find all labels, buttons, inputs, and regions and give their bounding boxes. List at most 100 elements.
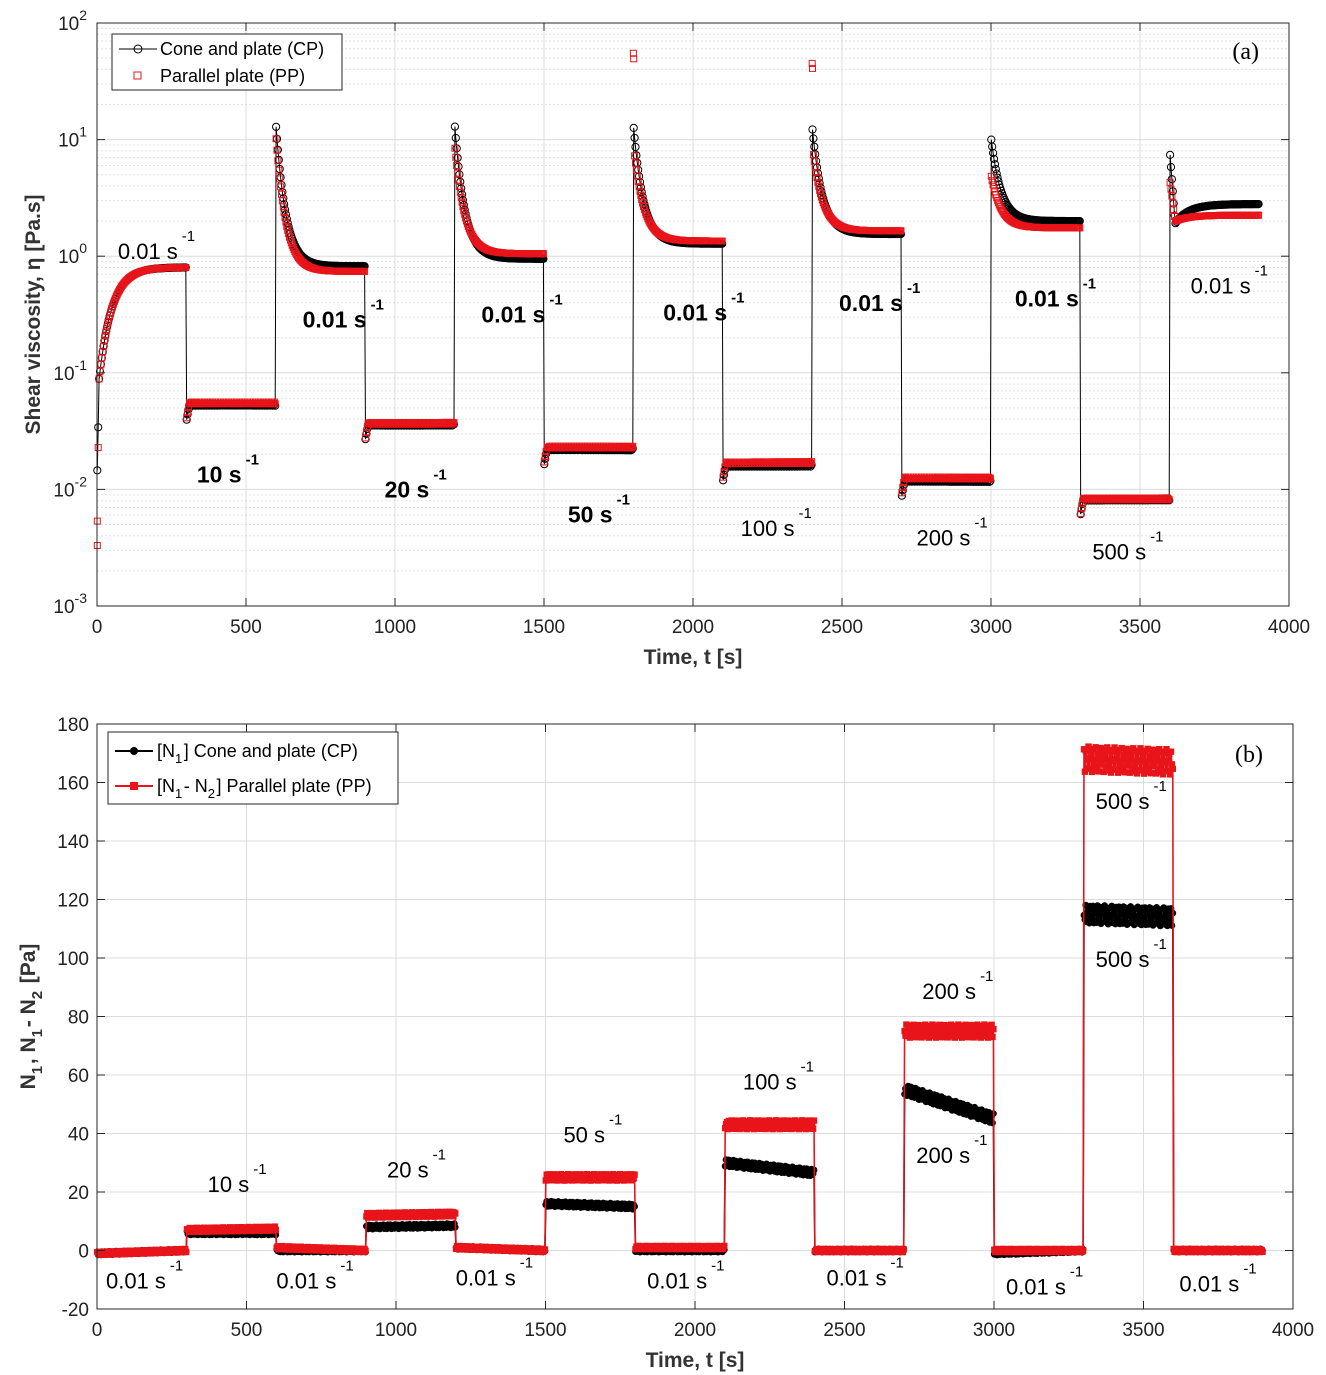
x-tick-label: 1000 xyxy=(374,617,416,638)
data-point xyxy=(634,178,642,186)
tick-base: 10 xyxy=(58,14,79,35)
annotation-exponent: -1 xyxy=(1255,262,1268,279)
y-tick-label: 10-3 xyxy=(53,590,87,618)
data-point xyxy=(283,222,291,230)
annotation-exponent: -1 xyxy=(1150,529,1163,546)
annotation-text: 0.01 s xyxy=(118,239,178,264)
data-point xyxy=(629,123,638,133)
legend-label-pp: Parallel plate (PP) xyxy=(160,66,305,86)
data-point xyxy=(1166,150,1175,159)
data-point xyxy=(541,453,549,460)
data-point xyxy=(809,1125,817,1132)
data-point xyxy=(809,134,818,143)
data-point xyxy=(808,458,816,466)
data-point xyxy=(1163,494,1171,502)
data-point xyxy=(897,491,907,500)
data-point xyxy=(1167,185,1175,193)
annotation-text: 200 s xyxy=(917,526,971,551)
data-point xyxy=(454,169,462,177)
data-point xyxy=(453,162,461,169)
annotation-exponent: -1 xyxy=(617,492,630,509)
tick-exponent: -1 xyxy=(75,357,88,373)
data-point xyxy=(991,165,1000,174)
y-tick-label: 100 xyxy=(58,240,87,268)
data-point xyxy=(812,169,820,177)
data-point xyxy=(809,151,817,159)
data-point xyxy=(1077,510,1085,517)
data-point xyxy=(540,458,548,466)
data-point xyxy=(627,444,635,452)
y-tick-label: 102 xyxy=(58,7,87,35)
legend-label-cp: Cone and plate (CP) xyxy=(160,39,324,59)
x-tick-label: 0 xyxy=(92,617,103,638)
data-point xyxy=(182,264,190,271)
tick-base: 10 xyxy=(53,480,74,501)
data-point xyxy=(272,135,280,143)
data-point xyxy=(814,178,822,186)
data-point xyxy=(808,125,817,134)
data-point xyxy=(94,444,102,452)
data-point xyxy=(637,192,645,200)
data-point xyxy=(719,473,727,481)
data-point xyxy=(628,443,636,451)
data-point xyxy=(272,122,281,131)
data-point xyxy=(541,1246,549,1253)
data-point xyxy=(451,133,460,143)
annotation-exponent: -1 xyxy=(371,296,384,313)
y-axis-label: Shear viscosity, η [Pa.s] xyxy=(22,194,45,434)
data-point xyxy=(986,474,994,482)
data-point xyxy=(1164,495,1172,503)
data-point xyxy=(184,408,192,416)
data-point xyxy=(448,420,456,428)
data-point xyxy=(270,398,278,406)
data-point xyxy=(629,442,637,450)
data-point xyxy=(456,177,465,186)
data-point xyxy=(451,144,459,152)
data-point xyxy=(807,459,815,467)
data-point xyxy=(638,196,646,203)
data-point xyxy=(987,172,995,180)
data-point xyxy=(274,157,282,165)
data-point xyxy=(718,237,726,245)
data-point xyxy=(900,1246,907,1253)
data-point xyxy=(95,375,103,383)
data-point xyxy=(899,483,907,491)
y-tick-label: 10-2 xyxy=(53,473,87,501)
data-point xyxy=(810,1117,818,1124)
annotation-text: 0.01 s xyxy=(663,300,727,326)
data-point xyxy=(460,207,468,215)
data-point xyxy=(636,187,644,195)
data-point xyxy=(630,133,639,142)
tick-base: 10 xyxy=(58,131,79,152)
data-point xyxy=(101,337,108,345)
data-point xyxy=(985,473,993,481)
data-point xyxy=(361,267,369,275)
annotation-text: 0.01 s xyxy=(839,290,903,316)
data-point xyxy=(101,331,110,340)
data-point xyxy=(103,323,111,331)
data-point xyxy=(806,459,814,466)
x-tick-label: 4000 xyxy=(1268,617,1310,638)
tick-exponent: 1 xyxy=(79,124,87,140)
data-point xyxy=(989,1119,996,1127)
viscosity-panel: 0 500 1000 1500 2000 2500 3000 3500 400010-310-2… xyxy=(22,7,1310,669)
annotation-exponent: -1 xyxy=(731,290,744,307)
data-point xyxy=(362,429,370,436)
annotation-text: 100 s xyxy=(741,516,795,541)
annotation-exponent: -1 xyxy=(246,451,259,468)
data-point xyxy=(182,1248,190,1256)
data-point xyxy=(815,182,823,190)
data-point xyxy=(273,146,281,154)
data-point xyxy=(183,414,191,422)
data-point xyxy=(277,183,285,191)
x-tick-label: 1500 xyxy=(523,617,565,638)
data-point xyxy=(898,489,906,497)
tick-exponent: -3 xyxy=(75,590,88,606)
data-point xyxy=(458,198,466,206)
data-point xyxy=(457,184,466,193)
data-point xyxy=(1168,922,1176,929)
tick-base: 10 xyxy=(58,247,79,268)
panel-label: (a) xyxy=(1232,39,1259,65)
data-point xyxy=(457,194,465,201)
